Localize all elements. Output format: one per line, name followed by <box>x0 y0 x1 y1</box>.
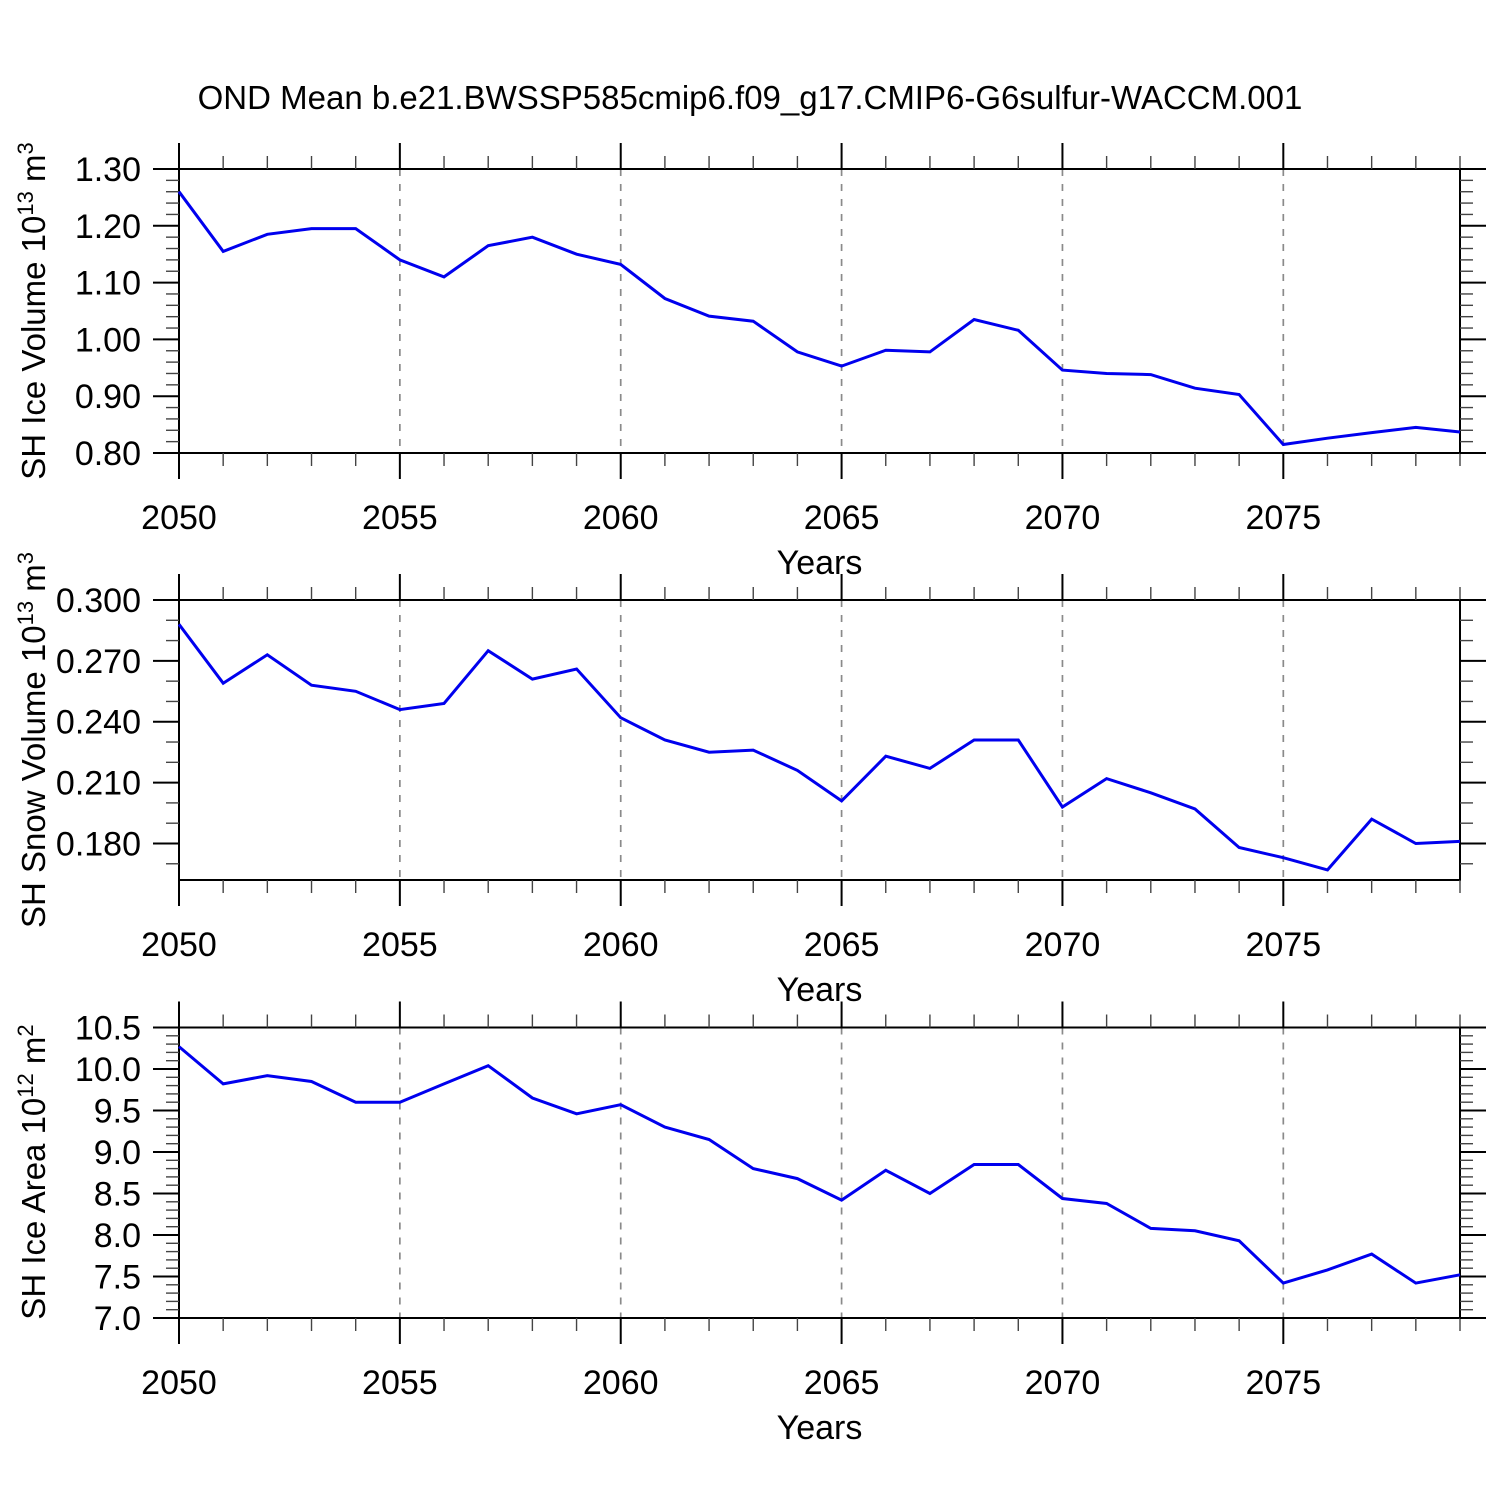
sh-ice-volume-ticks <box>153 143 1486 479</box>
page-title: OND Mean b.e21.BWSSP585cmip6.f09_g17.CMI… <box>197 79 1303 116</box>
svg-text:10.5: 10.5 <box>75 1010 141 1048</box>
svg-text:0.270: 0.270 <box>56 643 141 681</box>
sh-ice-volume-gridlines <box>399 169 1285 453</box>
svg-text:2075: 2075 <box>1245 499 1321 537</box>
svg-text:2055: 2055 <box>362 926 438 964</box>
sh-snow-volume-tick-labels: 2050 2055 2060 2065 2070 2075 0.180 0.210 0.240 0… <box>56 582 1321 964</box>
sh-snow-volume-panel: 2050 2055 2060 2065 2070 2075 0.180 0.210 0.240 0… <box>56 574 1486 1009</box>
svg-text:1.00: 1.00 <box>75 321 141 359</box>
sh-ice-area-ticks <box>153 1001 1486 1344</box>
sh-snow-volume-gridlines <box>399 600 1285 880</box>
svg-text:8.0: 8.0 <box>94 1217 141 1255</box>
svg-text:2070: 2070 <box>1025 1364 1101 1402</box>
svg-text:8.5: 8.5 <box>94 1176 141 1214</box>
svg-text:1.20: 1.20 <box>75 208 141 246</box>
sh-ice-volume-series-line <box>177 190 1461 447</box>
svg-text:2070: 2070 <box>1025 926 1101 964</box>
sh-snow-volume-ticks <box>153 574 1486 906</box>
svg-text:0.240: 0.240 <box>56 704 141 742</box>
sh-ice-area-frame <box>178 1026 1461 1319</box>
svg-text:7.5: 7.5 <box>94 1259 141 1297</box>
sh-ice-volume-x-axis-title: Years <box>777 544 863 582</box>
svg-text:2050: 2050 <box>141 926 217 964</box>
svg-text:2050: 2050 <box>141 1364 217 1402</box>
svg-text:9.0: 9.0 <box>94 1134 141 1172</box>
svg-text:2065: 2065 <box>804 1364 880 1402</box>
svg-text:2065: 2065 <box>804 926 880 964</box>
svg-text:2065: 2065 <box>804 499 880 537</box>
sh-ice-area-tick-labels: 2050 2055 2060 2065 2070 2075 7.07.5 8.08.5 9.09… <box>75 1010 1321 1403</box>
svg-text:2055: 2055 <box>362 1364 438 1402</box>
svg-text:10.0: 10.0 <box>75 1051 141 1089</box>
svg-text:2060: 2060 <box>583 1364 659 1402</box>
sh-ice-area-x-axis-title: Years <box>777 1409 863 1447</box>
svg-text:2075: 2075 <box>1245 926 1321 964</box>
svg-text:7.0: 7.0 <box>94 1300 141 1338</box>
sh-ice-volume-frame <box>178 168 1461 454</box>
svg-text:0.80: 0.80 <box>75 435 141 473</box>
sh-snow-volume-frame <box>178 599 1461 881</box>
svg-text:2070: 2070 <box>1025 499 1101 537</box>
svg-text:2050: 2050 <box>141 499 217 537</box>
sh-ice-volume-tick-labels: 2050 2055 2060 2065 2070 2075 0.80 0.90 1.00 1.10… <box>75 151 1321 537</box>
svg-text:2060: 2060 <box>583 926 659 964</box>
svg-text:2055: 2055 <box>362 499 438 537</box>
sh-ice-volume-panel: 2050 2055 2060 2065 2070 2075 0.80 0.90 1.00 1.10… <box>75 143 1486 582</box>
sh-ice-area-series-line <box>178 1045 1461 1285</box>
svg-text:9.5: 9.5 <box>94 1093 141 1131</box>
sh-snow-volume-series-line <box>177 623 1461 872</box>
svg-text:0.210: 0.210 <box>56 765 141 803</box>
sh-ice-area-panel: 2050 2055 2060 2065 2070 2075 7.07.5 8.08.5 9.09… <box>75 1001 1486 1447</box>
svg-text:0.180: 0.180 <box>56 825 141 863</box>
svg-text:2060: 2060 <box>583 499 659 537</box>
svg-text:0.90: 0.90 <box>75 378 141 416</box>
sh-ice-area-gridlines <box>399 1027 1285 1318</box>
svg-text:0.300: 0.300 <box>56 582 141 620</box>
svg-text:1.30: 1.30 <box>75 151 141 189</box>
svg-text:1.10: 1.10 <box>75 265 141 303</box>
sh-snow-volume-x-axis-title: Years <box>777 971 863 1009</box>
svg-text:2075: 2075 <box>1245 1364 1321 1402</box>
